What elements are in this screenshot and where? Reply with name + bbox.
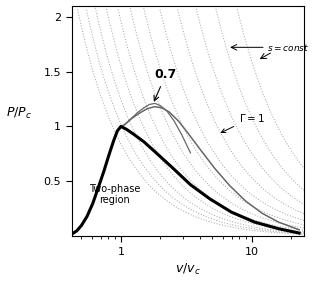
X-axis label: $v/v_c$: $v/v_c$ [175, 262, 201, 277]
Text: Two-phase
region: Two-phase region [89, 184, 141, 205]
Y-axis label: $P/P_c$: $P/P_c$ [6, 106, 32, 121]
Text: $\Gamma = 1$: $\Gamma = 1$ [221, 112, 265, 132]
Text: $s = const$: $s = const$ [267, 42, 309, 53]
Text: 0.7: 0.7 [154, 68, 177, 101]
